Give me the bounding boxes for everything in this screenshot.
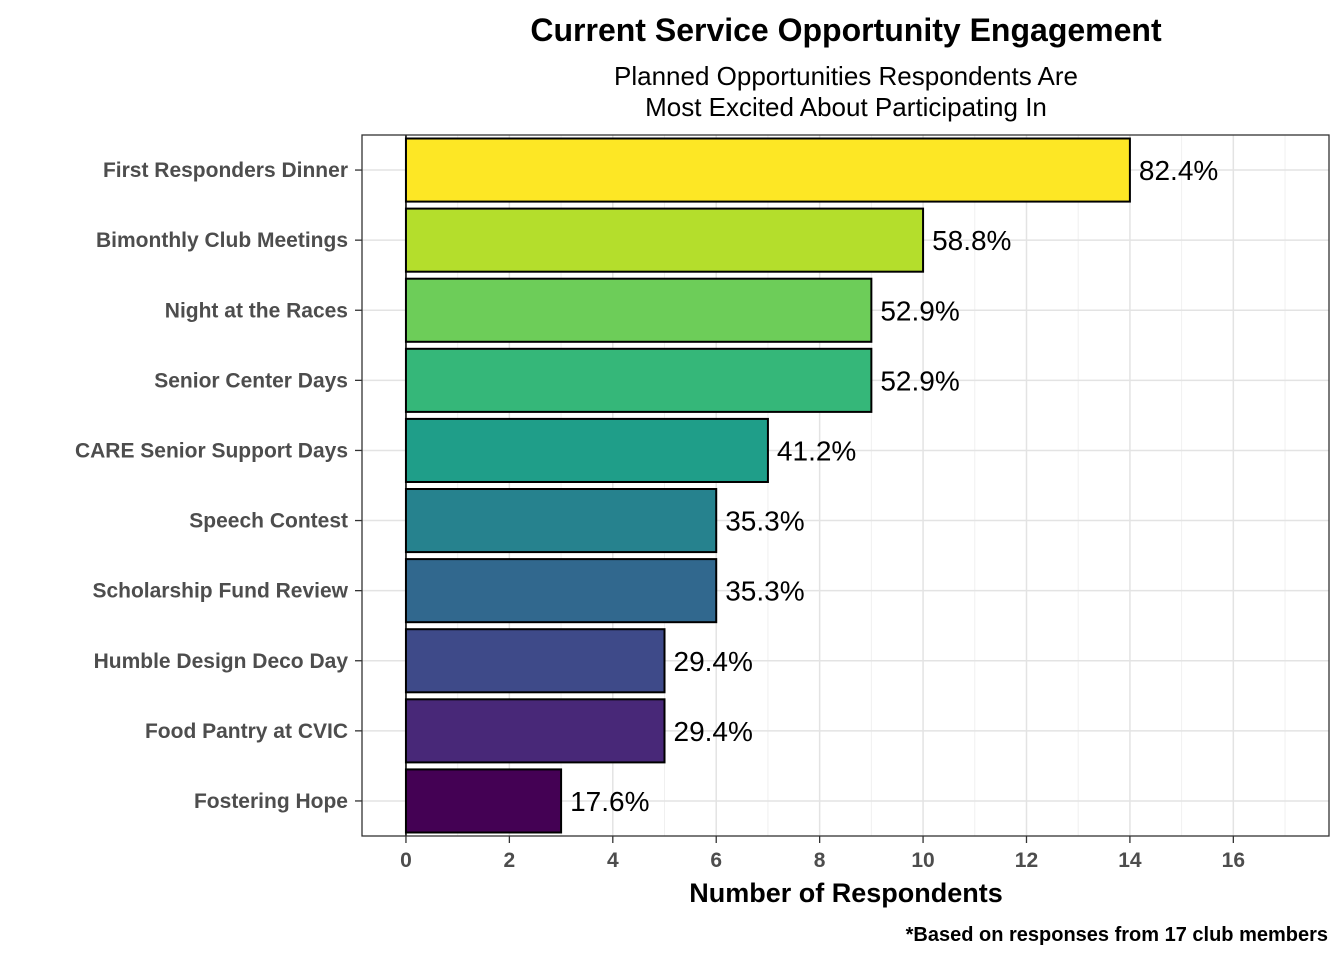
data-label: 52.9% bbox=[880, 295, 959, 326]
bar bbox=[404, 277, 873, 343]
data-label: 35.3% bbox=[725, 506, 804, 537]
bar bbox=[404, 207, 925, 273]
category-label: Scholarship Fund Review bbox=[92, 580, 348, 603]
data-label: 58.8% bbox=[932, 225, 1011, 256]
chart-subtitle-line-2: Most Excited About Participating In bbox=[645, 92, 1047, 122]
x-tick-label: 2 bbox=[504, 849, 516, 872]
category-label: CARE Senior Support Days bbox=[75, 439, 348, 462]
caption: *Based on responses from 17 club members bbox=[906, 924, 1328, 946]
bar bbox=[404, 417, 769, 483]
data-label: 41.2% bbox=[777, 435, 856, 466]
bar bbox=[404, 698, 666, 764]
chart-title: Current Service Opportunity Engagement bbox=[530, 12, 1162, 48]
value-axis: 0 2 4 6 8 10 12 14 16 bbox=[400, 836, 1245, 872]
x-tick-label: 0 bbox=[400, 849, 412, 872]
data-label: 29.4% bbox=[674, 646, 753, 677]
data-labels: 82.4% 58.8% 52.9% 52.9% 41.2% 35.3% 35.3% 29.4%… bbox=[570, 155, 1218, 817]
data-label: 29.4% bbox=[674, 716, 753, 747]
category-label: Humble Design Deco Day bbox=[94, 650, 349, 673]
x-tick-label: 10 bbox=[911, 849, 934, 872]
category-label: First Responders Dinner bbox=[103, 159, 348, 182]
category-label: Food Pantry at CVIC bbox=[145, 720, 348, 743]
x-tick-label: 8 bbox=[814, 849, 826, 872]
bar bbox=[404, 768, 563, 834]
x-tick-label: 4 bbox=[607, 849, 619, 872]
category-label: Senior Center Days bbox=[154, 369, 348, 392]
chart-subtitle-line-1: Planned Opportunities Respondents Are bbox=[614, 61, 1078, 91]
category-axis: First Responders Dinner Bimonthly Club Me… bbox=[75, 159, 362, 813]
data-label: 52.9% bbox=[880, 365, 959, 396]
bar bbox=[404, 347, 873, 413]
category-label: Fostering Hope bbox=[194, 790, 348, 813]
x-axis-title: Number of Respondents bbox=[689, 878, 1003, 908]
x-tick-label: 14 bbox=[1118, 849, 1142, 872]
category-label: Speech Contest bbox=[189, 510, 348, 533]
x-tick-label: 16 bbox=[1222, 849, 1245, 872]
x-tick-label: 6 bbox=[710, 849, 722, 872]
x-tick-label: 12 bbox=[1015, 849, 1038, 872]
data-label: 82.4% bbox=[1139, 155, 1218, 186]
data-label: 35.3% bbox=[725, 576, 804, 607]
bar bbox=[404, 137, 1131, 203]
bar bbox=[404, 628, 666, 694]
data-label: 17.6% bbox=[570, 786, 649, 817]
plot-panel-border bbox=[361, 134, 1330, 837]
category-label: Night at the Races bbox=[165, 299, 348, 322]
bars bbox=[404, 137, 1131, 834]
category-label: Bimonthly Club Meetings bbox=[96, 229, 348, 252]
bar bbox=[404, 488, 718, 554]
bar bbox=[404, 558, 718, 624]
